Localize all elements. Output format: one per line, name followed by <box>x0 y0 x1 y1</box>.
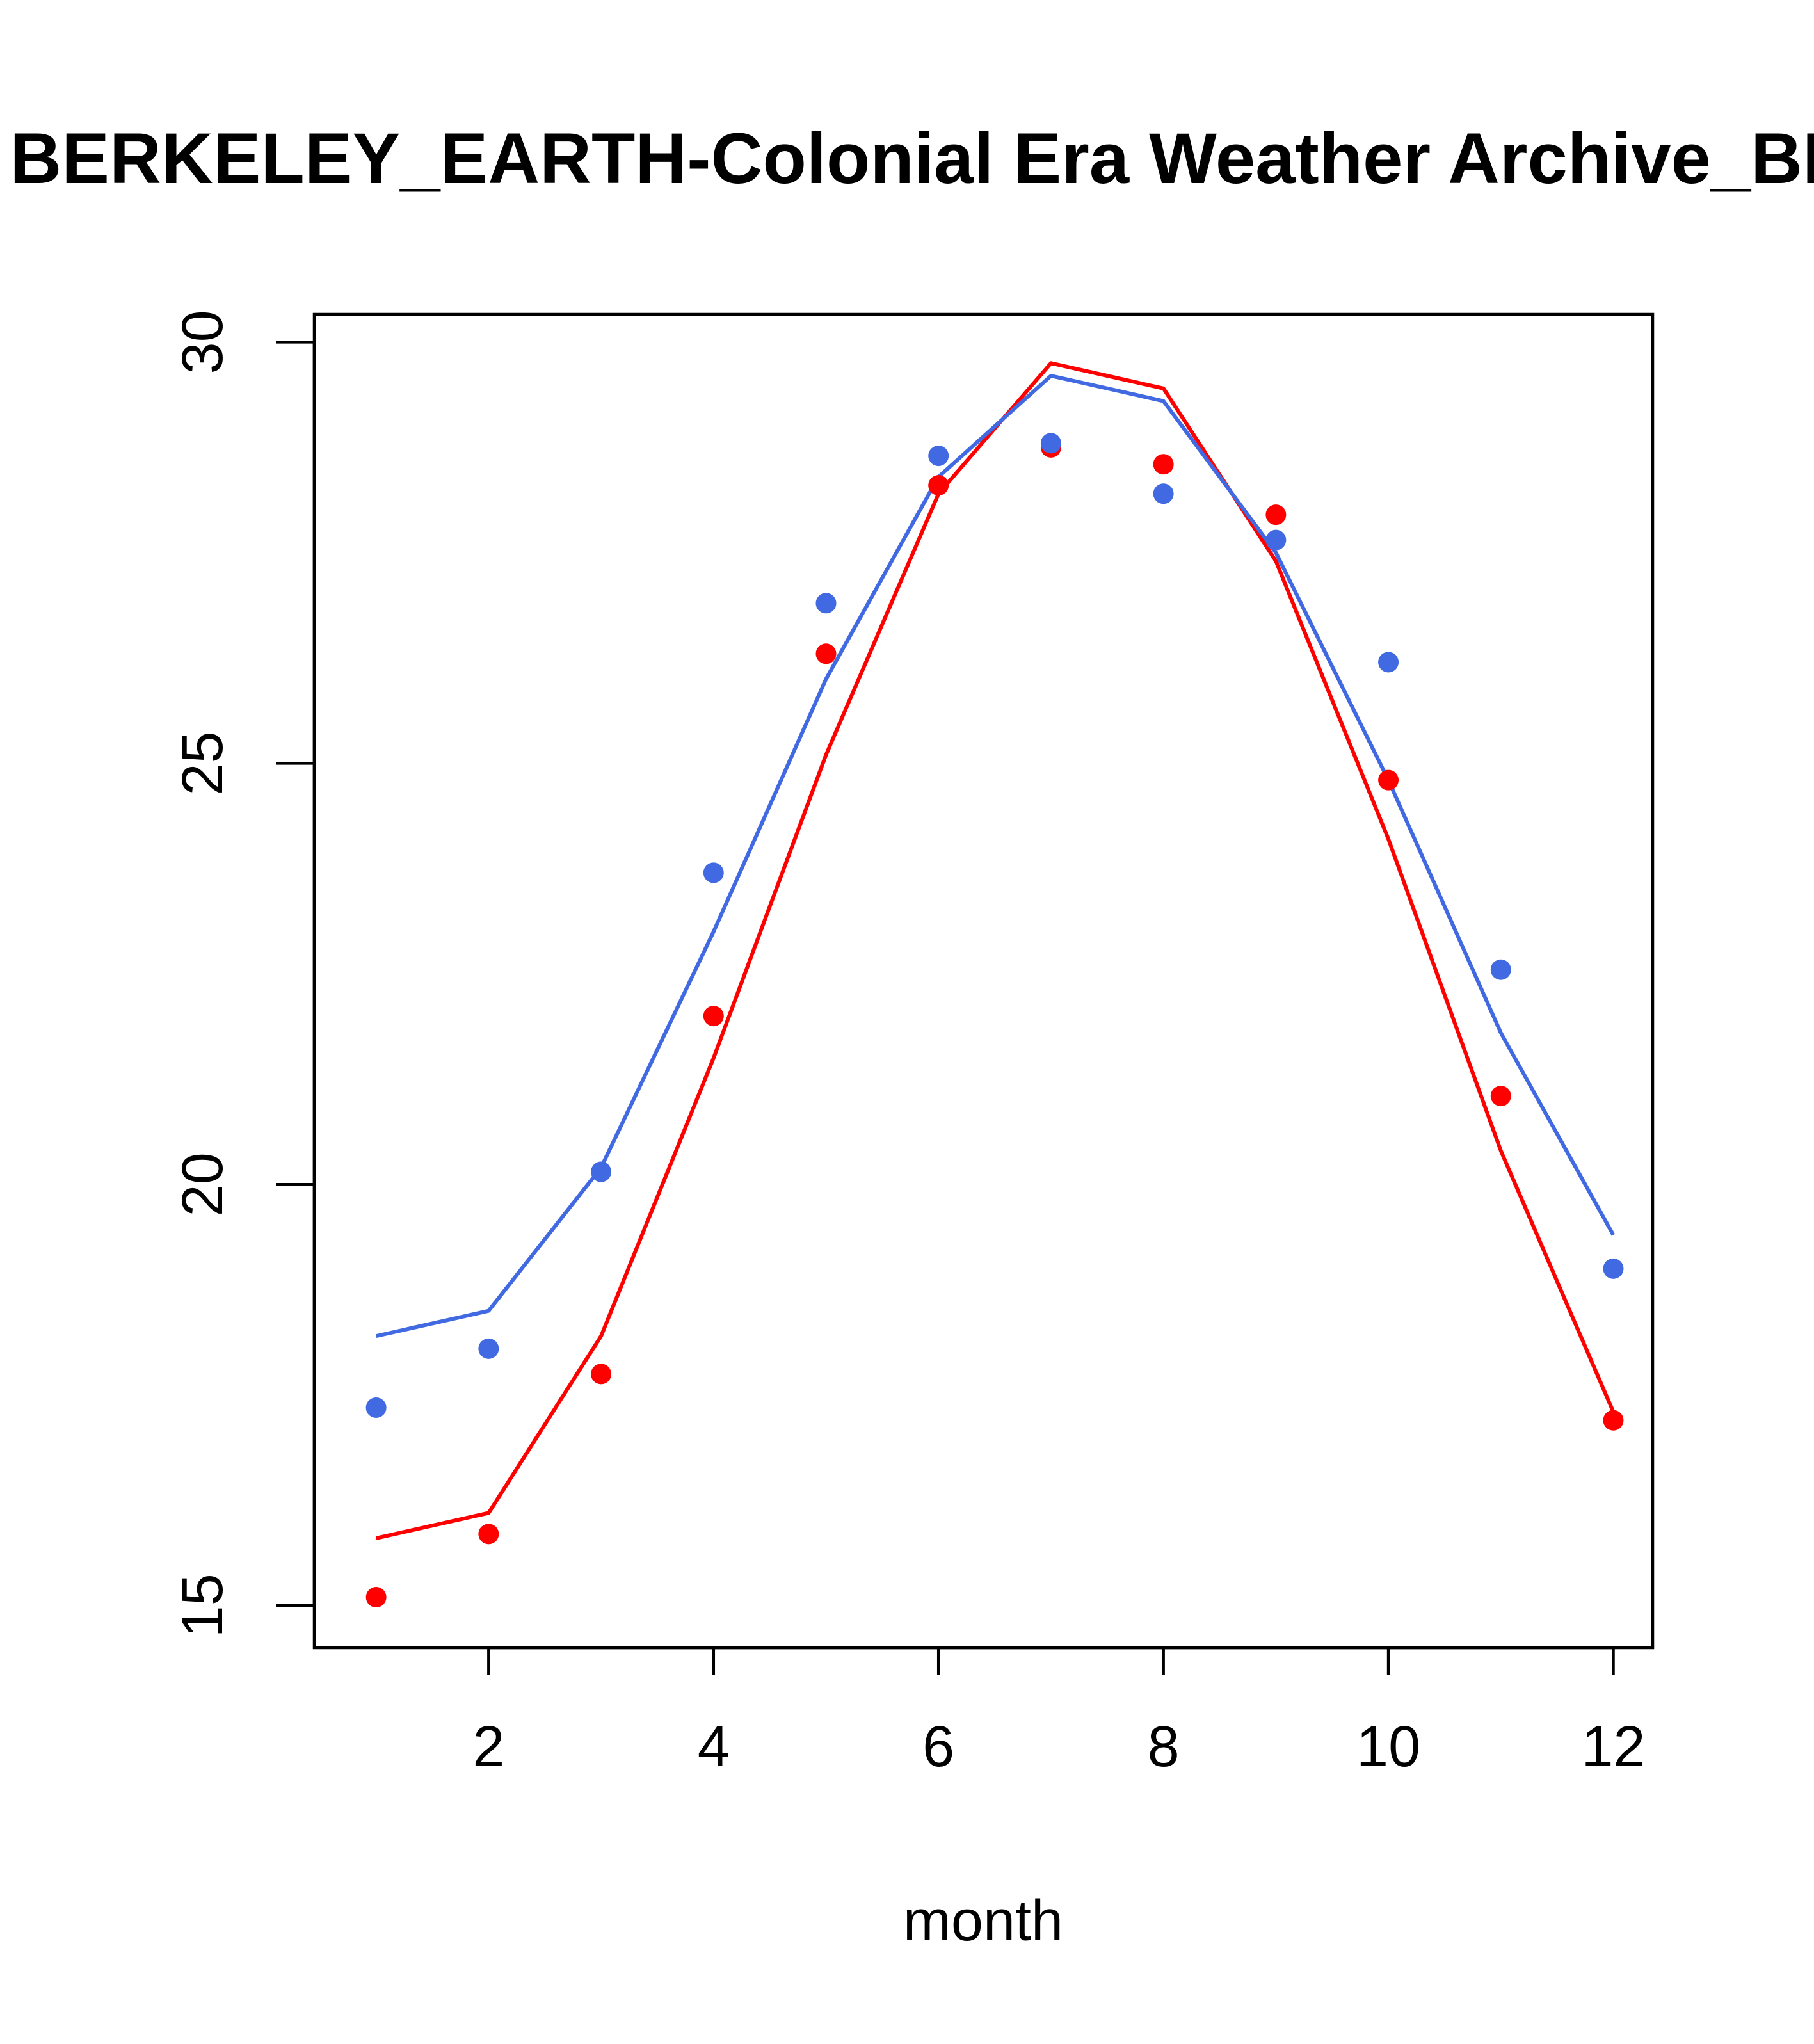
data-point-3-11 <box>1603 1258 1624 1279</box>
data-point-2-3 <box>703 1006 724 1027</box>
data-point-3-8 <box>1265 529 1287 551</box>
data-point-3-10 <box>1490 959 1511 980</box>
x-tick-label: 12 <box>1581 1715 1645 1779</box>
data-point-3-6 <box>1040 433 1061 454</box>
x-axis-label: month <box>903 1889 1063 1953</box>
data-point-2-10 <box>1490 1086 1511 1107</box>
x-tick-label: 4 <box>698 1715 730 1779</box>
series-layer <box>365 361 1624 1608</box>
data-point-2-2 <box>591 1364 612 1385</box>
x-tick-label: 6 <box>922 1715 954 1779</box>
y-axis: 15 20 25 30 <box>171 310 316 1638</box>
data-point-2-0 <box>365 1587 387 1608</box>
x-tick-label: 8 <box>1148 1715 1180 1779</box>
x-tick-label: 2 <box>472 1715 504 1779</box>
chart-title: BERKELEY_EARTH-Colonial Era Weather Arch… <box>10 118 1814 198</box>
y-tick-label: 20 <box>171 1152 235 1216</box>
data-point-3-1 <box>478 1338 499 1359</box>
data-point-3-3 <box>703 862 724 883</box>
data-point-2-5 <box>928 475 949 496</box>
data-point-3-2 <box>591 1161 612 1182</box>
data-point-2-1 <box>478 1524 499 1545</box>
series-line-1 <box>375 374 1616 1339</box>
data-point-3-7 <box>1153 483 1174 504</box>
data-point-2-7 <box>1153 454 1174 475</box>
data-point-2-8 <box>1265 504 1287 526</box>
data-point-3-4 <box>815 593 837 614</box>
y-tick-label: 25 <box>171 731 235 795</box>
y-tick-label: 15 <box>171 1573 235 1638</box>
y-tick-label: 30 <box>171 310 235 374</box>
data-point-3-5 <box>928 446 949 467</box>
data-point-3-0 <box>365 1397 387 1418</box>
data-point-3-9 <box>1378 652 1399 673</box>
x-axis: 2 4 6 8 10 12 <box>472 1646 1646 1779</box>
data-point-2-9 <box>1378 769 1399 791</box>
data-point-2-4 <box>815 643 837 664</box>
data-point-2-11 <box>1603 1410 1624 1431</box>
x-tick-label: 10 <box>1356 1715 1420 1779</box>
